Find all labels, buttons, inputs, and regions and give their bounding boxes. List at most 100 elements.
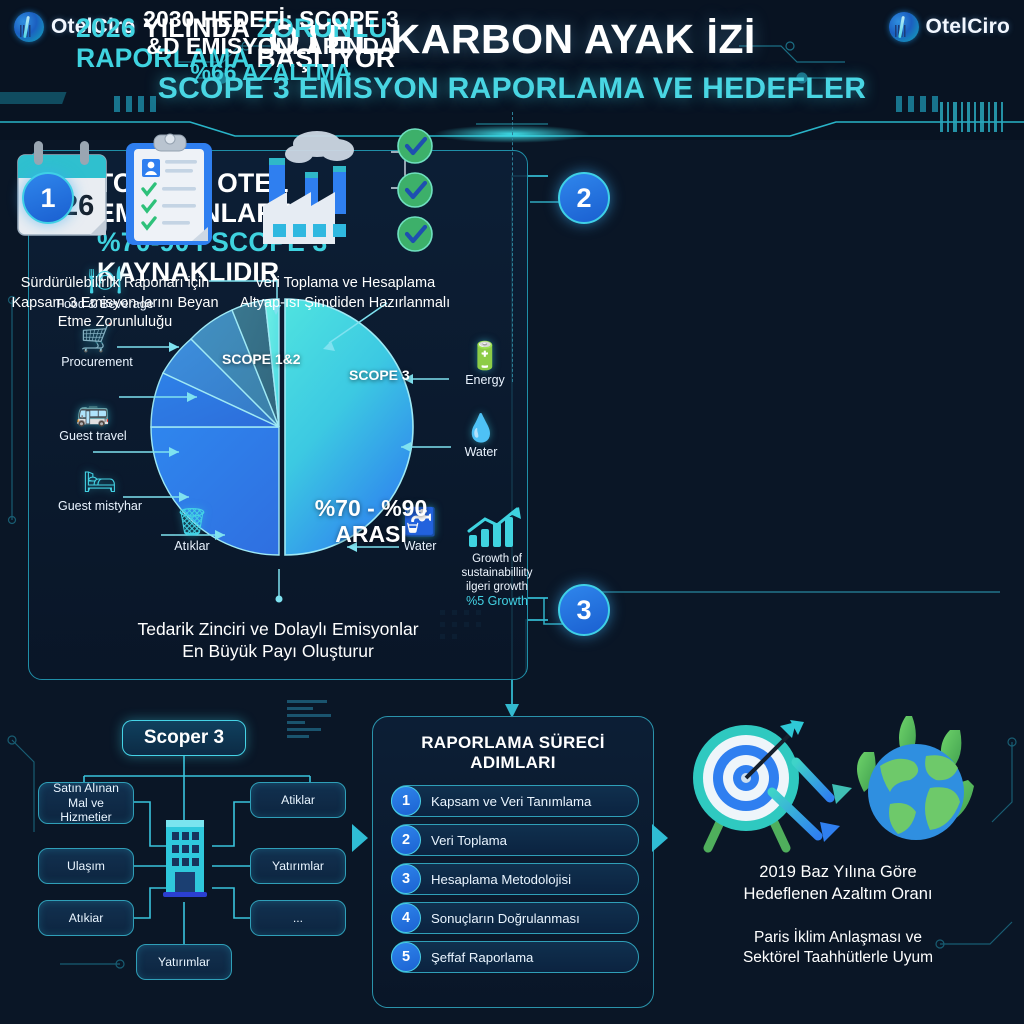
section-1-panel: TOPLAM OTEL EMİSYONLARININ %70-90'I SCOP… [28, 150, 532, 680]
step-item-5[interactable]: 5 Şeffaf Raporlama [391, 941, 639, 973]
icon-label: Food & Beverage [56, 297, 154, 311]
scope-map-node-left-2: Ulaşım [38, 848, 134, 884]
section-2-heading-d: RAPORLAMA [76, 42, 257, 73]
icon-atiklar: 🗑 Atıklar [145, 509, 239, 554]
icon-water-drop: 💧 Water [441, 413, 521, 460]
step-item-4[interactable]: 4 Sonuçların Doğrulanması [391, 902, 639, 934]
section-2-heading: 2026 YILINDA ZORUNLU RAPORLAMA BAŞLIYOR [76, 13, 466, 73]
scope-map-node-right-2: Yatırımlar [250, 848, 346, 884]
section-2-right-art [230, 112, 460, 267]
icon-label: Atıklar [174, 539, 210, 553]
icon-label: Water [403, 539, 437, 553]
goal-panel: 2019 Baz Yılına Göre Hedeflenen Azaltım … [668, 706, 1008, 1016]
icon-energy: 🔋 Energy [445, 341, 525, 388]
goal-caption-line2: Hedeflenen Azaltım Oranı [743, 884, 933, 903]
goal-caption-top: 2019 Baz Yılına Göre Hedeflenen Azaltım … [676, 862, 1000, 906]
bar-chart-growth-icon [467, 507, 521, 547]
icon-label: Procurement [61, 355, 133, 369]
factory-smokestack-icon [263, 130, 354, 244]
scope-map-node-right-1: Atiklar [250, 782, 346, 818]
clipboard-checklist-icon [126, 133, 212, 245]
section-3-heading: 2030 HEDEFİ: SCOPE 3 &D EMİSYONLARINDA %… [76, 6, 466, 86]
battery-energy-icon: 🔋 [468, 341, 502, 371]
steps-title-line1: RAPORLAMA SÜRECİ [421, 733, 605, 752]
section-1-badge: 1 [22, 172, 74, 224]
growth-line1: Growth of [472, 553, 522, 565]
step-number: 1 [391, 786, 421, 816]
step-number: 3 [391, 864, 421, 894]
globe-leaves-icon [868, 744, 964, 840]
icon-food-beverage: 🍽 Food & Beverage [37, 265, 173, 312]
section-3-heading-line1: 2030 HEDEFİ: SCOPE 3 [143, 6, 399, 32]
pie-center-unit: ARASI [335, 521, 407, 548]
arrow-right-icon [352, 824, 368, 852]
step-item-2[interactable]: 2 Veri Toplama [391, 824, 639, 856]
scope-map-root: Scoper 3 [122, 720, 246, 756]
section-2-columns: 2026 [0, 110, 460, 410]
brand-name: OtelCiro [925, 15, 1010, 38]
growth-pct: %5 Growth [466, 594, 528, 609]
section-1-footer: Tedarik Zinciri ve Dolaylı Emisyonlar En… [69, 618, 487, 664]
page-title: OTEL KARBON AYAK İZİ [268, 16, 756, 62]
pie-label-scope12: SCOPE 1&2 [222, 351, 301, 367]
steps-title-line2: ADIMLARI [470, 753, 556, 773]
icon-guest-mistyhar: 🛏 Guest mistyhar [45, 467, 155, 514]
otelciro-logo-icon [888, 12, 919, 42]
section-2-heading-year: 2026 [76, 13, 143, 43]
water-drop-icon: 💧 [464, 413, 498, 443]
section-3-heading-line3: %66 AZALTMA [190, 59, 352, 86]
icon-label: Water [464, 445, 498, 459]
page-header: OtelCiro OtelCiro OTEL KARBON AYAK İZİ S… [0, 0, 1024, 140]
emissions-pie-chart: SCOPE 1&2 SCOPE 3 %70 - %90 ARASI [29, 247, 532, 609]
bus-icon: 🚌 [76, 397, 110, 427]
step-item-3[interactable]: 3 Hesaplama Metodolojisi [391, 863, 639, 895]
pie-center-value: %70 - %90 ARASI [291, 495, 451, 548]
step-number: 2 [391, 825, 421, 855]
green-check-icon [397, 215, 433, 252]
green-check-group [391, 127, 433, 252]
bottom-row: Scoper 3 Satın Alınan Mal ve Hizmetier U… [0, 700, 1024, 1024]
goal-caption-line1: 2019 Baz Yılına Göre [759, 863, 917, 881]
section-2-badge: 2 [558, 172, 610, 224]
icon-guest-travel: 🚌 Guest travel [33, 397, 153, 444]
goal-caption-line4: Sektörel Taahhütlerle Uyum [742, 949, 934, 967]
section-2-heading-b: YILINDA [142, 13, 257, 43]
reporting-steps-panel: RAPORLAMA SÜRECİ ADIMLARI 1 Kapsam ve Ve… [372, 716, 654, 1008]
green-check-icon [397, 171, 433, 208]
brand-name: OtelCiro [51, 15, 136, 38]
down-arrow-1 [791, 757, 835, 803]
section-2-heading-c: ZORUNLU [256, 13, 388, 43]
icon-label: Energy [465, 373, 505, 387]
icon-label: Guest mistyhar [57, 499, 143, 513]
green-check-icon [397, 127, 433, 164]
section-1-heading-tail: KAYNAKLIDIR [97, 257, 280, 288]
icon-procurement: 🛒 Procurement [33, 323, 161, 370]
brand-logo-right: OtelCiro [888, 12, 1010, 42]
growth-line2: sustainabilliity [461, 567, 533, 580]
section-3-badge: 3 [558, 584, 610, 636]
goal-illustration [693, 716, 974, 853]
section-2-divider [512, 112, 513, 382]
brand-logo-left: OtelCiro [14, 12, 135, 42]
section-2-right-column: Veri Toplama ve Hesaplama Altyap-ısı Şim… [230, 110, 460, 410]
icon-water-pipe: 🚰 Water [375, 507, 465, 554]
scope-map-node-bottom: Yatırımlar [136, 944, 232, 980]
step-label: Hesaplama Metodolojisi [431, 871, 572, 887]
scope-map-node-left-1: Satın Alınan Mal ve Hizmetier [38, 781, 134, 824]
step-item-1[interactable]: 1 Kapsam ve Veri Tanımlama [391, 785, 639, 817]
step-number: 5 [391, 942, 421, 972]
target-arrow-icon [693, 720, 804, 831]
section-1-footer-line1: Tedarik Zinciri ve Dolaylı Emisyonlar [137, 618, 419, 639]
section-2-left-column: 2026 [0, 110, 230, 410]
goal-caption-line3: Paris İklim Anlaşması ve [754, 929, 922, 946]
step-label: Veri Toplama [431, 832, 507, 848]
section-2-left-caption: Sürdürülebilirlik Raporları için Kapsam … [11, 275, 219, 331]
traveler-luggage-icon: 🛏 [82, 467, 118, 497]
water-pipe-icon: 🚰 [403, 507, 437, 537]
section-2-heading-e: BAŞLIYOR [256, 42, 396, 73]
procurement-icon: 🛒 [80, 323, 114, 353]
pie-center-range: %70 - %90 [314, 495, 428, 521]
food-beverage-icon: 🍽 [87, 265, 123, 295]
arrow-right-icon [652, 824, 668, 852]
